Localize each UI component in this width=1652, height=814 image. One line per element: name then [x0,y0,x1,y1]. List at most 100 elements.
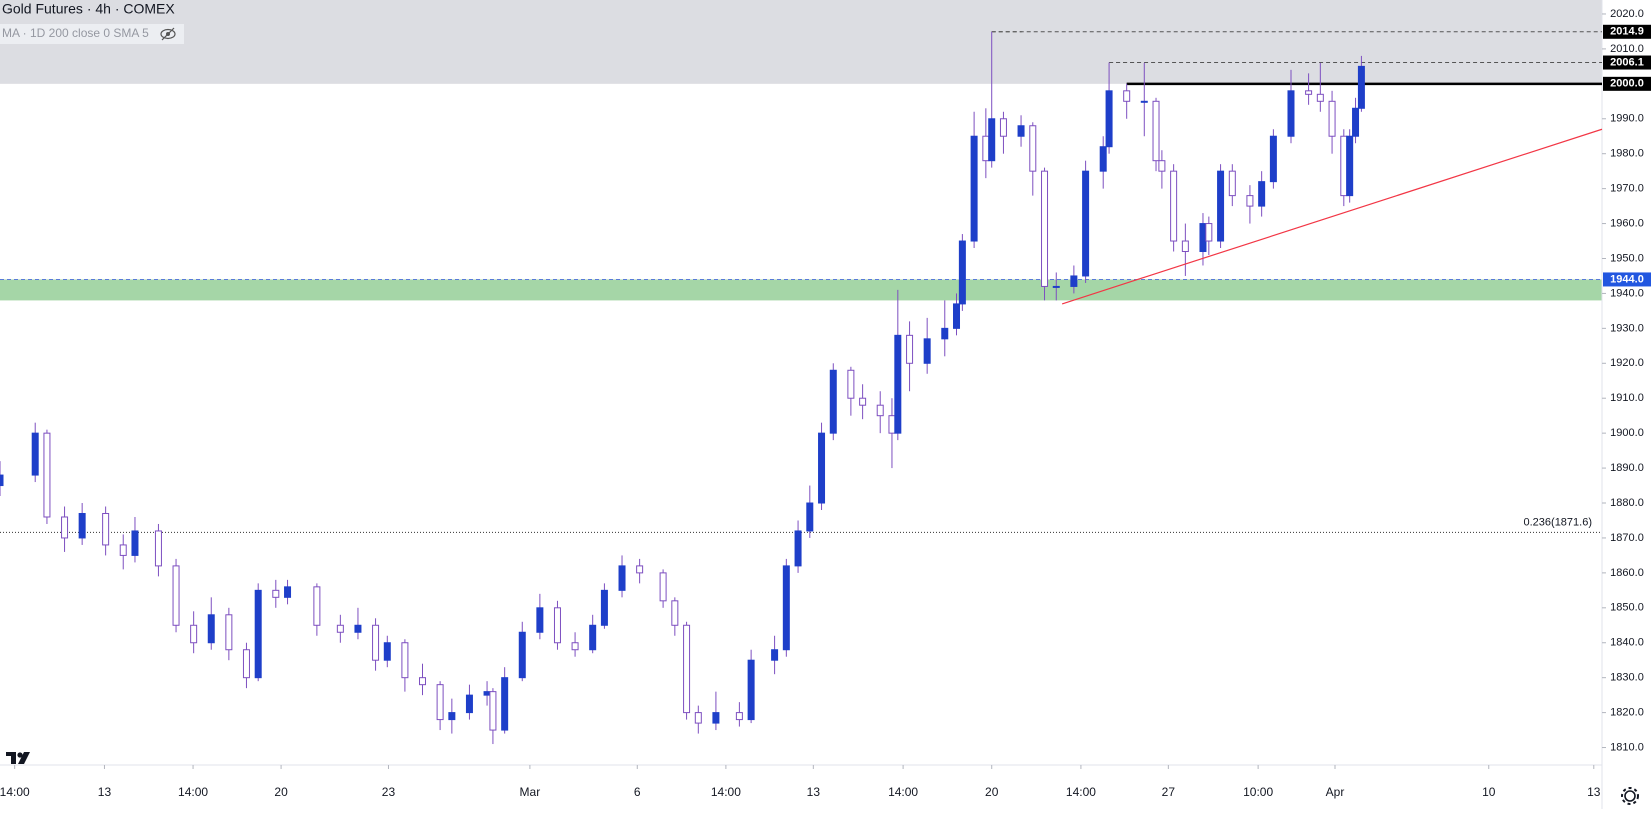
candle-body [1052,285,1060,288]
level-label: 2000.0 [1610,78,1644,90]
y-tick-label: 1890.0 [1610,462,1644,474]
candle-body [571,642,579,651]
candle-body [923,338,931,364]
y-tick-label: 1880.0 [1610,497,1644,509]
candle-body [1305,90,1313,95]
x-tick-label: 14:00 [0,785,30,799]
zone [0,0,1602,84]
level-label-box [1603,55,1651,70]
candle-body [313,586,321,626]
x-tick-label: 14:00 [888,785,918,799]
y-tick-label: 1900.0 [1610,427,1644,439]
x-tick-label: 6 [634,785,641,799]
x-tick-label: 20 [985,785,999,799]
y-tick-label: 1850.0 [1610,602,1644,614]
candle-body [953,303,961,329]
y-tick-label: 1980.0 [1610,148,1644,160]
candle-body [806,502,814,532]
y-tick-label: 2020.0 [1610,8,1644,20]
x-tick-label: Mar [520,785,541,799]
candle-body [1152,100,1160,162]
candle-body [1346,135,1354,197]
candle-body [354,624,362,633]
candle-body [1017,125,1025,137]
candle-body [536,607,544,633]
y-tick-label: 1940.0 [1610,287,1644,299]
candle-body [1029,125,1037,172]
candle-body [1099,146,1107,172]
candle-body [782,565,790,651]
settings-icon[interactable] [1621,787,1639,805]
candle-body [906,334,914,364]
candle-body [712,712,720,724]
candle-body [1041,170,1049,287]
y-tick-label: 1910.0 [1610,392,1644,404]
candle-body [489,691,497,731]
hide-icon[interactable] [160,27,176,41]
candle-body [1199,223,1207,253]
x-tick-label: 20 [274,785,288,799]
candle-body [172,565,180,626]
x-tick-label: Apr [1326,785,1345,799]
candle-body [958,240,966,305]
candle-body [401,642,409,679]
background-layer [0,0,1602,301]
level-label-box [1603,24,1651,39]
x-tick-label: 23 [382,785,396,799]
candle-body [242,649,250,679]
candle-body [1158,160,1166,172]
y-tick-label: 1870.0 [1610,532,1644,544]
candle-body [419,677,427,686]
candle-body [829,369,837,434]
candle-body [31,432,39,476]
candle-body [1217,170,1225,242]
y-tick-label: 1810.0 [1610,741,1644,753]
candle-body [465,694,473,714]
candle-body [618,565,626,591]
trendline [1061,128,1603,305]
indicator-box [0,24,184,44]
candle-body [131,530,139,556]
candle-body [1357,65,1365,109]
chart-title: Gold Futures · 4h · COMEX [2,1,175,17]
candle-body [501,677,509,731]
candle-body [1082,170,1090,277]
candle-body [207,614,215,644]
level-label: 1944.0 [1610,273,1644,285]
y-tick-label: 1970.0 [1610,183,1644,195]
candle-body [1328,100,1336,137]
candle-body [0,474,4,487]
candle-body [794,530,802,567]
candle-body [847,369,855,399]
candle-body [225,614,233,651]
candle-body [600,589,608,626]
indicator-label: MA · 1D 200 close 0 SMA 5 [2,26,149,40]
candle-body [671,600,679,626]
candle-body [1123,90,1131,102]
level-label: 2014.9 [1610,26,1644,38]
candle-body [888,415,896,434]
x-tick-label: 13 [1587,785,1601,799]
candle-body [102,512,110,546]
candle-body [1269,135,1277,183]
candle-body [553,607,561,644]
candle-body [659,572,667,602]
y-tick-label: 1990.0 [1610,113,1644,125]
candle-body [190,624,198,644]
candle-body [1352,107,1360,137]
fib-label: 0.236(1871.6) [1524,516,1593,528]
tradingview-logo [6,752,30,764]
zone [0,279,1602,301]
y-tick-label: 1860.0 [1610,567,1644,579]
candle-body [818,432,826,504]
candle-body [876,404,884,417]
candle-body [1170,170,1178,242]
candle-body [735,712,743,721]
y-tick-label: 1930.0 [1610,322,1644,334]
y-tick-label: 1840.0 [1610,637,1644,649]
candle-body [154,530,162,567]
level-label-box [1603,76,1651,91]
candle-body [518,631,526,679]
candle-body [43,432,51,518]
